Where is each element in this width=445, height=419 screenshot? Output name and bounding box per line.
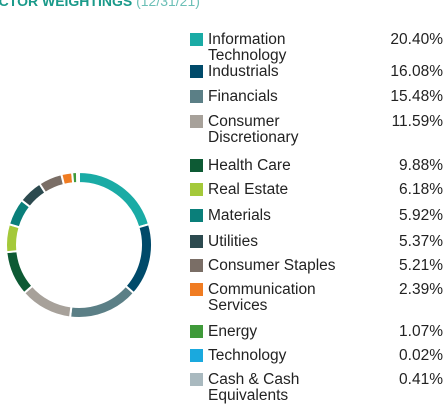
chart-title: SECTOR WEIGHTINGS: [0, 0, 133, 9]
legend-label: Industrials: [208, 63, 279, 80]
legend-swatch: [190, 209, 203, 222]
value-label: 5.92%: [399, 207, 443, 224]
value-label: 0.02%: [399, 347, 443, 364]
donut-segment: [38, 172, 66, 195]
donut-segment: [5, 250, 34, 295]
legend-swatch: [190, 283, 203, 296]
value-label: 2.39%: [399, 281, 443, 298]
legend-swatch: [190, 373, 203, 386]
legend-label: Energy: [208, 323, 258, 340]
value-label: 1.07%: [399, 323, 443, 340]
legend-label: Materials: [208, 207, 271, 224]
donut-segment: [78, 170, 151, 229]
legend-swatch: [190, 259, 203, 272]
legend-label: Cash & Cash Equivalents: [208, 371, 300, 404]
legend-swatch: [190, 235, 203, 248]
legend-swatch: [190, 183, 203, 196]
legend-label: Consumer Staples: [208, 257, 336, 274]
value-label: 16.08%: [390, 63, 443, 80]
value-label: 6.18%: [399, 181, 443, 198]
chart-subtitle: (12/31/21): [136, 0, 200, 9]
value-label: 11.59%: [391, 113, 443, 130]
donut-segment: [5, 222, 21, 254]
legend-label: Information Technology: [208, 31, 287, 64]
value-label: 5.37%: [399, 233, 443, 250]
value-label: 20.40%: [390, 31, 443, 48]
legend-swatch: [190, 349, 203, 362]
title: SECTOR WEIGHTINGS (12/31/21): [0, 0, 200, 9]
donut-segment: [68, 284, 136, 319]
legend-swatch: [190, 65, 203, 78]
legend-label: Technology: [208, 347, 287, 364]
donut-segment: [124, 222, 153, 295]
legend-swatch: [190, 159, 203, 172]
legend-label: Utilities: [208, 233, 258, 250]
legend-label: Communication Services: [208, 281, 316, 314]
value-label: 9.88%: [399, 157, 443, 174]
value-label: 0.41%: [399, 371, 443, 388]
legend-label: Consumer Discretionary: [208, 113, 299, 146]
legend-swatch: [190, 325, 203, 338]
legend-swatch: [190, 90, 203, 103]
legend-swatch: [190, 33, 203, 46]
value-label: 5.21%: [399, 257, 443, 274]
legend-label: Real Estate: [208, 181, 289, 198]
legend-label: Financials: [208, 88, 278, 105]
legend-swatch: [190, 115, 203, 128]
donut-segment: [22, 284, 73, 319]
donut-segment: [76, 170, 80, 185]
value-label: 15.48%: [390, 88, 443, 105]
donut: [5, 170, 153, 319]
legend-label: Health Care: [208, 157, 291, 174]
